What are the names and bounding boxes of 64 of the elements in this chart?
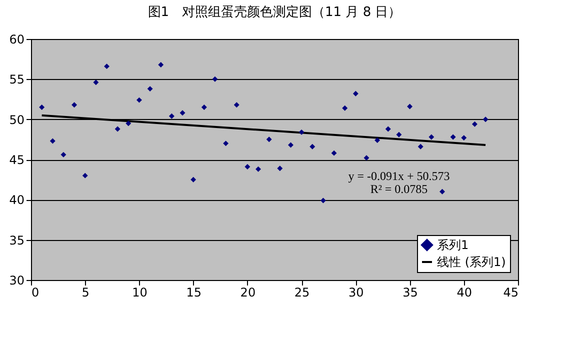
x-tick-label: 45 (503, 286, 518, 300)
point (450, 134, 456, 140)
y-tick-label: 40 (9, 193, 24, 208)
point (331, 150, 337, 156)
x-tick-label: 5 (82, 286, 90, 300)
point (342, 105, 348, 111)
point (256, 166, 262, 172)
y-tick-label: 55 (9, 72, 24, 87)
point (234, 102, 240, 108)
point (288, 142, 294, 148)
point (352, 90, 358, 96)
point (320, 198, 326, 204)
x-tick-label: 35 (402, 286, 418, 300)
y-tick-label: 60 (9, 32, 24, 46)
point (82, 172, 88, 178)
x-tick-label: 0 (32, 286, 40, 300)
point (374, 137, 380, 143)
point (126, 120, 132, 126)
point (440, 188, 445, 194)
point (428, 134, 434, 140)
legend-label: 系列1 (437, 238, 469, 252)
point (298, 129, 304, 135)
point (482, 116, 488, 122)
point (147, 86, 153, 92)
point (114, 126, 120, 132)
annotation: R² = 0.0785 (370, 182, 428, 196)
point (158, 62, 164, 68)
point (60, 152, 66, 158)
point (136, 97, 142, 103)
y-tick-label: 30 (9, 274, 24, 288)
point (190, 176, 196, 182)
point (385, 126, 391, 132)
x-tick-label: 10 (132, 286, 148, 300)
point (212, 76, 218, 82)
annotation: y = -0.091x + 50.573 (348, 169, 450, 183)
y-tick-label: 45 (9, 153, 24, 167)
point (39, 104, 45, 110)
point (418, 144, 424, 150)
chart-title: 图1 对照组蛋壳颜色测定图（11 月 8 日） (148, 5, 402, 20)
point (201, 104, 207, 110)
point (407, 104, 413, 110)
point (180, 110, 186, 116)
point (277, 166, 283, 172)
x-tick-label: 15 (186, 286, 202, 300)
y-tick-label: 50 (9, 112, 24, 127)
point (104, 64, 110, 70)
x-tick-label: 40 (456, 286, 472, 300)
point (461, 135, 467, 141)
point (244, 164, 250, 170)
x-tick-label: 30 (348, 286, 364, 300)
point (364, 155, 370, 161)
y-tick-label: 35 (9, 233, 24, 248)
point (266, 136, 272, 142)
point (168, 113, 174, 119)
x-tick-label: 25 (294, 286, 310, 300)
point (72, 102, 78, 108)
point (396, 132, 402, 138)
legend-label: 线性 (系列1) (437, 255, 506, 269)
point (223, 140, 229, 146)
point (93, 80, 99, 86)
point (472, 121, 478, 127)
x-tick-label: 20 (240, 286, 256, 300)
point (50, 138, 56, 144)
point (310, 144, 316, 150)
